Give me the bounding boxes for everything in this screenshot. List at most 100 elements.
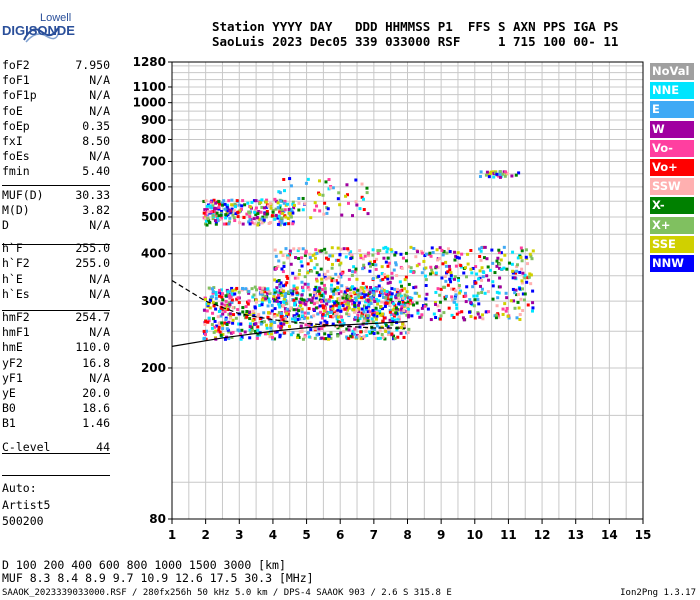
echo-f-trace (331, 304, 335, 308)
echo-2f-trace (224, 208, 228, 212)
echo-f-trace (302, 298, 306, 302)
echo-f-trace (214, 296, 218, 300)
echo-f-trace (372, 313, 376, 317)
echo-scatter (288, 177, 292, 181)
echo-f-trace (453, 297, 457, 301)
echo-f-trace (390, 292, 394, 296)
echo-2f-trace (211, 214, 215, 218)
echo-f-trace (436, 304, 440, 308)
echo-f-trace (442, 249, 446, 253)
echo-f-trace (320, 316, 324, 320)
echo-f-trace (446, 283, 450, 287)
echo-f-trace (483, 291, 487, 295)
echo-f-trace (509, 299, 513, 303)
echo-scatter (313, 201, 317, 205)
echo-2f-trace (228, 216, 232, 220)
echo-f-trace (353, 270, 357, 274)
echo-f-trace (326, 257, 330, 261)
echo-f-trace (369, 285, 373, 289)
echo-f-trace (277, 259, 281, 263)
echo-scatter (365, 186, 369, 190)
echo-high-hop (484, 173, 488, 177)
echo-scatter (276, 201, 280, 205)
echo-f-trace (412, 247, 416, 251)
echo-2f-trace (238, 221, 242, 225)
echo-scatter (322, 212, 326, 216)
param-label: foF1 (2, 73, 30, 88)
param-value: 44 (96, 439, 110, 454)
echo-f-trace (387, 261, 391, 265)
echo-f-trace (260, 298, 264, 302)
echo-f-trace (362, 319, 366, 323)
echo-f-trace (248, 322, 252, 326)
legend-item-w: W (650, 120, 694, 138)
echo-f-trace (387, 301, 391, 305)
echo-f-trace (474, 265, 478, 269)
echo-scatter (355, 203, 359, 207)
echo-f-trace (217, 325, 221, 329)
echo-f-trace (366, 315, 370, 319)
echo-f-trace (468, 298, 472, 302)
echo-2f-trace (267, 221, 271, 225)
echo-f-trace (314, 294, 318, 298)
echo-scatter (337, 191, 341, 195)
echo-f-trace (212, 304, 216, 308)
echo-f-trace (403, 324, 407, 328)
echo-f-trace (325, 302, 329, 306)
echo-scatter (340, 213, 344, 217)
echo-f-trace (300, 264, 304, 268)
echo-2f-trace (216, 219, 220, 223)
echo-2f-trace (226, 209, 230, 213)
echo-f-trace (336, 334, 340, 338)
echo-f-trace (400, 266, 404, 270)
echo-scatter (327, 187, 331, 191)
echo-f-trace (256, 328, 260, 332)
echo-f-trace (368, 290, 372, 294)
echo-high-hop (492, 175, 496, 179)
echo-f-trace (303, 302, 307, 306)
echo-f-trace (386, 332, 390, 336)
echo-f-trace (449, 280, 453, 284)
echo-f-trace (338, 297, 342, 301)
echo-2f-trace (217, 214, 221, 218)
echo-2f-trace (248, 215, 252, 219)
param-label: hmE (2, 340, 23, 355)
echo-f-trace (448, 268, 452, 272)
echo-f-trace (363, 317, 367, 321)
echo-f-trace (228, 316, 232, 320)
echo-f-trace (342, 330, 346, 334)
echo-f-trace (262, 298, 266, 302)
echo-scatter (289, 184, 293, 188)
echo-2f-trace (205, 223, 209, 227)
echo-f-trace (223, 337, 227, 341)
legend-item-x: X+ (650, 216, 694, 234)
echo-f-trace (274, 330, 278, 334)
echo-f-trace (313, 256, 317, 260)
echo-f-trace (230, 331, 234, 335)
echo-f-trace (220, 302, 224, 306)
echo-f-trace (317, 327, 321, 331)
echo-f-trace (402, 335, 406, 339)
echo-f-trace (315, 333, 319, 337)
echo-f-trace (444, 260, 448, 264)
echo-2f-trace (212, 198, 216, 202)
echo-f-trace (499, 251, 503, 255)
echo-scatter (365, 191, 369, 195)
echo-f-trace (245, 315, 249, 319)
echo-f-trace (208, 298, 212, 302)
echo-f-trace (318, 298, 322, 302)
echo-f-trace (520, 287, 524, 291)
param-label: foF2 (2, 58, 30, 72)
echo-f-trace (531, 306, 535, 310)
param-row: h`Es N/A (2, 287, 110, 303)
echo-f-trace (272, 295, 276, 299)
echo-f-trace (217, 310, 221, 314)
param-label: hmF2 (2, 310, 30, 324)
echo-f-trace (240, 335, 244, 339)
echo-f-trace (315, 263, 319, 267)
echo-f-trace (278, 333, 282, 337)
echo-f-trace (354, 296, 358, 300)
echo-f-trace (523, 292, 527, 296)
echo-f-trace (372, 293, 376, 297)
echo-f-trace (429, 265, 433, 269)
